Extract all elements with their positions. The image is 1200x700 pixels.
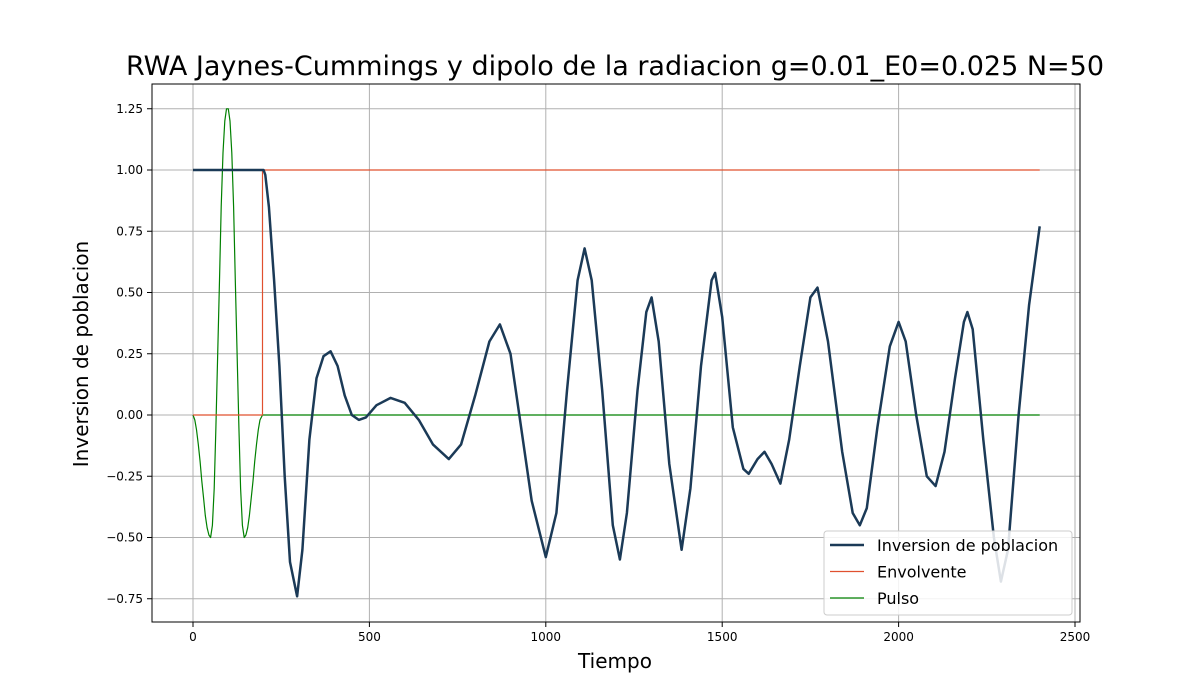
legend-label-2: Pulso [877, 589, 919, 608]
x-tick-label: 1000 [531, 630, 562, 644]
x-tick-label: 500 [358, 630, 381, 644]
y-tick-label: 0.50 [116, 286, 143, 300]
legend-label-0: Inversion de poblacion [877, 536, 1058, 555]
legend: Inversion de poblacion Envolvente Pulso [823, 530, 1073, 616]
legend-label-1: Envolvente [877, 563, 967, 582]
y-axis-title: Inversion de poblacion [69, 241, 93, 467]
y-tick-label: −0.25 [106, 469, 143, 483]
x-tick-label: 1500 [707, 630, 738, 644]
x-axis-title: Tiempo [577, 649, 652, 673]
y-tick-label: 1.25 [116, 102, 143, 116]
y-tick-label: 1.00 [116, 163, 143, 177]
y-tick-label: 0.25 [116, 347, 143, 361]
y-tick-label: 0.00 [116, 408, 143, 422]
series-line-2 [192, 108, 1040, 539]
x-tick-label: 2500 [1060, 630, 1091, 644]
y-tick-label: 0.75 [116, 224, 143, 238]
x-tick-label: 0 [189, 630, 197, 644]
plot-area: 0 500 1000 1500 2000 2500 −0.75 −0.50 −0.25 0.00 0… [106, 83, 1091, 644]
series-line-0 [193, 168, 1041, 598]
axes-frame [151, 83, 1081, 623]
chart-title: RWA Jaynes-Cummings y dipolo de la radia… [126, 51, 1104, 82]
legend-box [823, 530, 1073, 616]
x-tick-label: 2000 [883, 630, 914, 644]
y-tick-label: −0.50 [106, 531, 143, 545]
series-line-1 [193, 169, 1040, 416]
y-tick-label: −0.75 [106, 592, 143, 606]
